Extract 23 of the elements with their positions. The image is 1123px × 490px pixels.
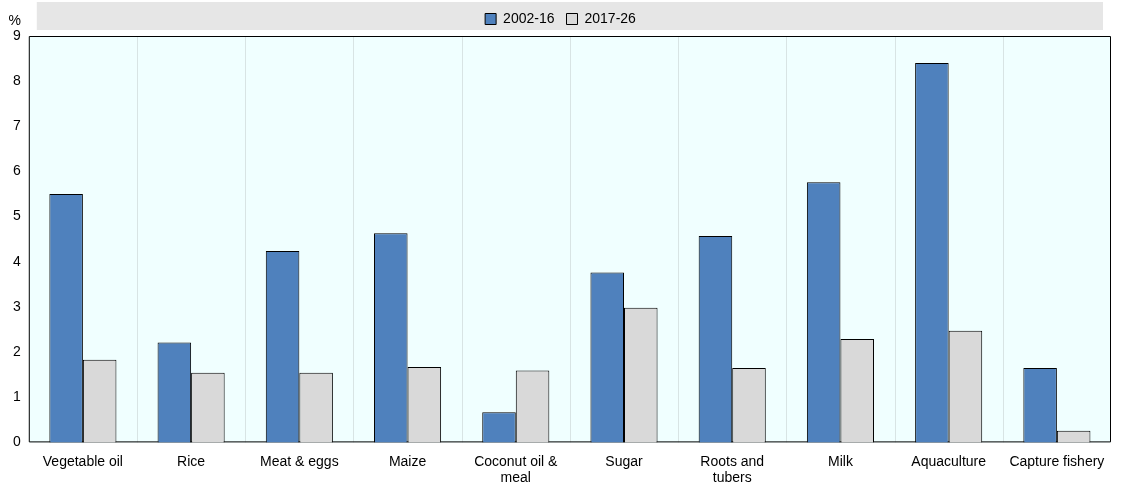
x-tick-label: Capture fishery (1009, 452, 1105, 469)
x-tick-label: Rice (177, 452, 206, 469)
x-tick-label: Meat & eggs (260, 452, 339, 469)
y-tick-label: 3 (12, 297, 21, 314)
y-tick-label: 8 (12, 72, 21, 89)
y-tick-label: 6 (12, 162, 21, 179)
y-tick-label: 4 (12, 252, 21, 269)
x-tick-label: Aquaculture (911, 452, 987, 469)
x-tick-label: Vegetable oil (42, 452, 123, 469)
legend-label: 2017-26 (584, 9, 637, 26)
y-tick-label: 7 (12, 117, 21, 134)
x-tick-label: Sugar (605, 452, 644, 469)
y-tick-label: 1 (12, 388, 21, 405)
legend-label: 2002-16 (503, 9, 555, 26)
x-tick-label: Maize (388, 452, 427, 469)
y-tick-label: 0 (12, 433, 21, 450)
x-tick-label: Roots and tubers (700, 452, 765, 486)
x-tick-label: Coconut oil & meal (474, 452, 559, 486)
y-tick-label: 9 (12, 26, 21, 43)
x-tick-label: Milk (828, 452, 854, 469)
y-tick-label: 2 (12, 342, 21, 359)
y-tick-label: 5 (12, 207, 21, 224)
y-axis-title: % (8, 11, 22, 28)
